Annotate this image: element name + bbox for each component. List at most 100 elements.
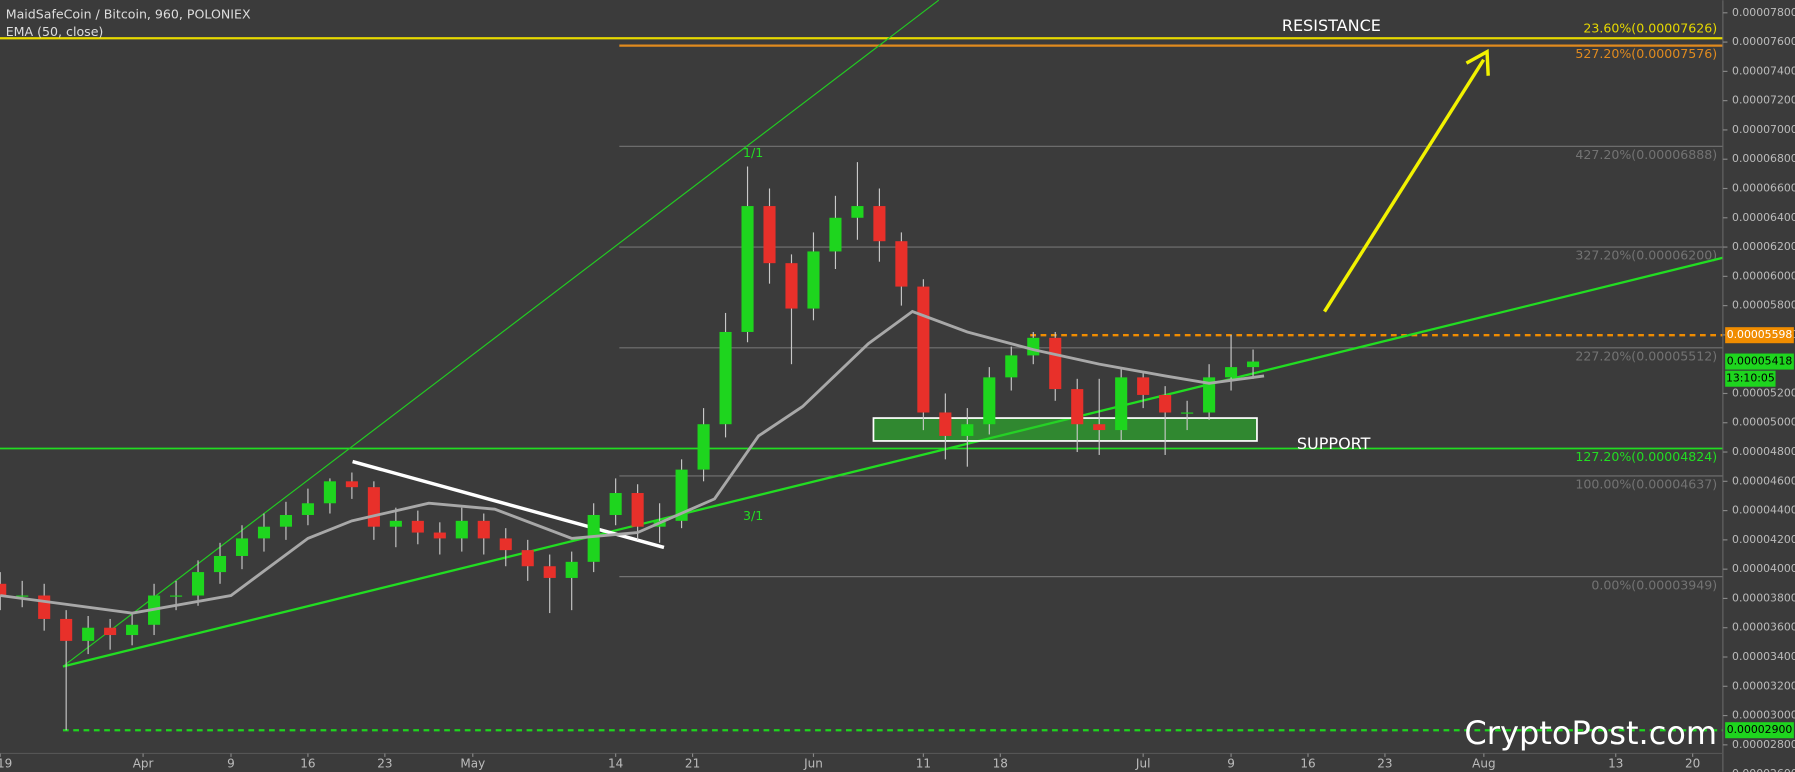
x-tick-label: 16: [300, 756, 315, 770]
arrow-head: [1465, 48, 1490, 76]
level-label: 527.20%(0.00007576): [1575, 46, 1717, 61]
candle-body: [323, 481, 336, 504]
candle-body: [851, 206, 864, 218]
candle-body: [1137, 377, 1150, 395]
candle-body: [1093, 424, 1106, 431]
x-tick-label: 18: [993, 756, 1008, 770]
candle-body: [170, 595, 183, 597]
candle-body: [1115, 377, 1128, 431]
y-tick-label: 0.00004800: [1732, 445, 1795, 458]
level-label: 327.20%(0.00006200): [1575, 248, 1717, 263]
countdown-box: [1725, 370, 1776, 387]
price-tag: [1725, 722, 1794, 739]
candle-body: [1247, 361, 1260, 368]
support-zone: [872, 417, 1258, 442]
fan-line: [62, 0, 940, 667]
x-tick-label: Jul: [1135, 756, 1151, 770]
y-tick-label: 0.00006000: [1732, 269, 1795, 282]
candle-body: [389, 520, 402, 527]
candle-body: [1203, 377, 1216, 413]
x-tick-label: 21: [685, 756, 700, 770]
resistance-label: RESISTANCE: [1282, 16, 1381, 35]
x-tick-label: 23: [377, 756, 392, 770]
candle-body: [719, 331, 732, 425]
candle-body: [675, 469, 688, 521]
candle-body: [16, 595, 29, 597]
x-tick-label: 9: [227, 756, 235, 770]
candle-body: [499, 538, 512, 551]
candle-body: [191, 572, 205, 596]
ema-line: [0, 309, 1265, 615]
candle-body: [1049, 337, 1062, 390]
y-tick-label: 0.00007400: [1732, 64, 1795, 77]
candle-body: [587, 514, 600, 562]
candle-body: [895, 241, 908, 287]
y-tick-label: 0.00006400: [1732, 211, 1795, 224]
candle-body: [763, 206, 776, 264]
candle-body: [873, 206, 886, 242]
candle-body: [1181, 412, 1194, 414]
y-tick-label: 0.00003200: [1732, 679, 1795, 692]
candle-body: [345, 481, 358, 488]
candle-body: [257, 526, 271, 539]
y-tick-label: 0.00004600: [1732, 474, 1795, 487]
candle-body: [785, 263, 798, 309]
candle-body: [60, 618, 73, 641]
y-tick-label: 0.00003000: [1732, 709, 1795, 722]
level-label: 127.20%(0.00004824): [1575, 449, 1717, 464]
y-tick-label: 0.00004200: [1732, 533, 1795, 546]
level-label: 0.00%(0.00003949): [1591, 577, 1717, 592]
levels: 23.60%(0.00007626) 527.20%(0.00007576) 427…: [0, 21, 1723, 732]
y-tick-label: 0.00005000: [1732, 416, 1795, 429]
price-tag-label: 0.00005418: [1727, 355, 1793, 368]
price-tag: [1725, 353, 1794, 370]
candle-body: [0, 583, 7, 596]
support-label: SUPPORT: [1297, 434, 1371, 453]
trend-line: [62, 256, 1724, 668]
level-label: 427.20%(0.00006888): [1575, 147, 1717, 162]
candle-body: [126, 624, 139, 636]
y-tick-label: 0.00002600: [1732, 767, 1795, 772]
candle-body: [807, 251, 820, 309]
x-tick-label: May: [460, 756, 485, 770]
price-tag-label: 0.00002900: [1727, 723, 1793, 736]
candle-body: [917, 286, 930, 413]
y-tick-label: 0.00007800: [1732, 6, 1795, 19]
x-tick-label: 14: [608, 756, 623, 770]
candle-body: [565, 561, 578, 578]
x-tick-label: 23: [1377, 756, 1392, 770]
x-tick-label: 9: [1227, 756, 1235, 770]
candle-body: [697, 424, 710, 470]
y-tick-label: 0.00006200: [1732, 240, 1795, 253]
y-tick-label: 0.00006600: [1732, 181, 1795, 194]
level-label: 23.60%(0.00007626): [1583, 21, 1717, 36]
indicator-legend: EMA (50, close): [6, 24, 104, 39]
candle-body: [1225, 367, 1238, 378]
candle-body: [521, 550, 534, 567]
y-tick-label: 0.00007600: [1732, 35, 1795, 48]
candle-body: [433, 532, 446, 539]
x-tick-label: 16: [1300, 756, 1315, 770]
axes: 0.00007800 0.00007600 0.00007400 0.00007200…: [0, 6, 1795, 772]
y-tick-label: 0.00007200: [1732, 94, 1795, 107]
candle-body: [104, 627, 117, 636]
x-tick-label: 19: [0, 756, 12, 770]
candle-body: [455, 520, 468, 539]
y-tick-label: 0.00004000: [1732, 562, 1795, 575]
price-tag-label: 0.00005598: [1727, 328, 1793, 341]
y-tick-label: 0.00002800: [1732, 738, 1795, 751]
candle-body: [631, 493, 644, 527]
candle-body: [1005, 355, 1018, 378]
candle-body: [279, 514, 293, 527]
candles: [0, 162, 1265, 731]
candle-body: [411, 520, 424, 533]
candle-body: [38, 595, 51, 619]
level-label: 227.20%(0.00005512): [1575, 348, 1717, 363]
x-tick-label: Aug: [1472, 756, 1495, 770]
candle-body: [961, 424, 974, 436]
fan-label: 3/1: [743, 508, 763, 523]
watermark: CryptoPost.com: [1464, 714, 1717, 752]
price-tag: [1725, 327, 1794, 344]
